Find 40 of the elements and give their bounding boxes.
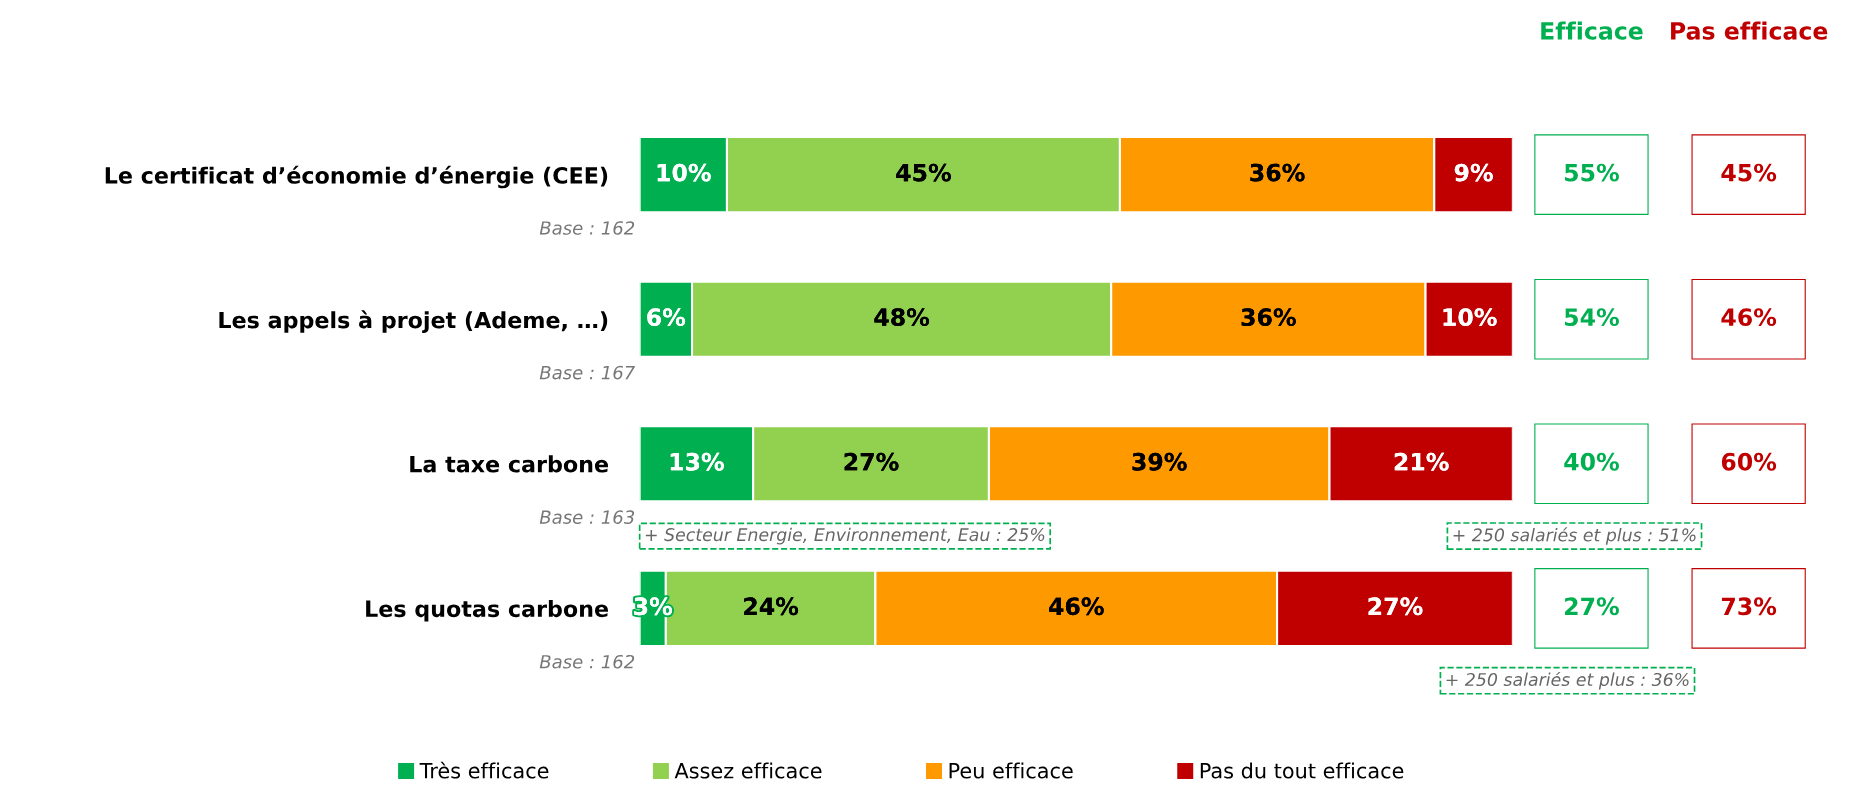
data-label: 10% <box>657 163 711 182</box>
y-tick-label: Les quotas carbone <box>366 599 608 622</box>
data-label: 36% <box>1250 163 1305 182</box>
data-label: 6% <box>647 308 686 327</box>
data-label: 45% <box>896 163 951 182</box>
y-tick-label: Le certificat d’économie d’énergie (CEE) <box>105 165 608 189</box>
text: Pas efficace <box>1671 21 1828 40</box>
legend-label: Pas du tout efficace <box>1200 762 1404 779</box>
legend-label: Assez efficace <box>674 762 822 779</box>
text: 46% <box>1721 308 1777 327</box>
text: Efficace <box>1541 21 1643 40</box>
text: Base : 167 <box>539 365 636 380</box>
annotation: + Secteur Energie, Environnement, Eau : 25% <box>645 527 1045 545</box>
text: 55% <box>1565 163 1619 182</box>
y-tick-label: La taxe carbone <box>410 455 608 473</box>
data-label: 46% <box>1049 597 1104 616</box>
text: 60% <box>1721 452 1777 471</box>
data-label: 24% <box>744 597 799 616</box>
text: Base : 163 <box>539 510 635 524</box>
data-label: 13% <box>670 452 724 471</box>
data-label: 48% <box>874 308 930 327</box>
data-label: 36% <box>1241 308 1296 327</box>
data-label: 21% <box>1394 452 1449 471</box>
text: Base : 162 <box>539 221 635 235</box>
text: 45% <box>1721 163 1777 182</box>
data-label: 39% <box>1132 452 1187 471</box>
legend-label: Peu efficace <box>949 762 1073 779</box>
annotation: + 250 salariés et plus : 51% <box>1453 527 1696 545</box>
data-label: 9% <box>1454 163 1493 182</box>
text: 40% <box>1564 452 1619 471</box>
text: 27% <box>1565 597 1619 616</box>
text: 54% <box>1565 308 1619 327</box>
data-label: 10% <box>1443 308 1497 327</box>
data-label: 27% <box>1368 597 1423 616</box>
data-label: 27% <box>844 452 899 471</box>
annotation: + 250 salariés et plus : 36% <box>1446 671 1689 690</box>
text: 73% <box>1721 597 1777 616</box>
text: Base : 162 <box>539 654 635 669</box>
legend-label: Très efficace <box>419 761 549 779</box>
y-tick-label: Les appels à projet (Ademe, …) <box>219 310 608 333</box>
